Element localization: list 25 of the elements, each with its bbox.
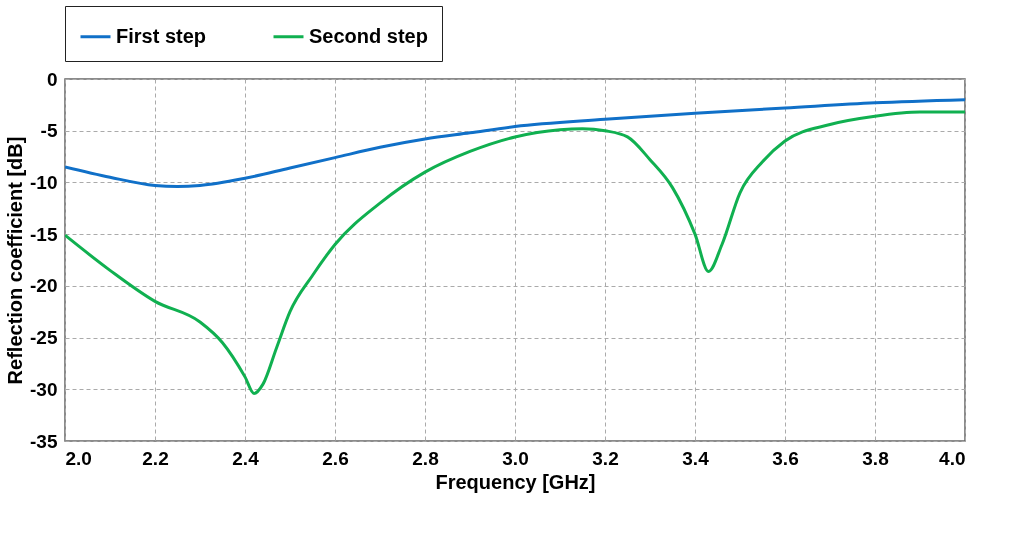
x-tick-label: 4.0 [939, 447, 966, 469]
y-tick-label: -15 [30, 223, 58, 245]
line-series [65, 110, 965, 395]
x-axis-title: Frequency [GHz] [435, 470, 596, 493]
y-tick-label: 0 [46, 68, 58, 90]
x-tick-label: 3.8 [862, 447, 889, 469]
x-tick-label: 3.4 [682, 447, 710, 469]
x-tick-label: 3.2 [592, 447, 619, 469]
x-tick-label: 2.2 [142, 447, 169, 469]
legend-label: Second step [309, 24, 428, 47]
line-series [65, 98, 965, 189]
y-tick-label: -25 [30, 327, 58, 349]
x-tick-label: 3.6 [772, 447, 799, 469]
y-tick-label: -5 [40, 120, 58, 142]
legend-label: First step [116, 24, 207, 47]
y-axis-title: Reflection coefficient [dB] [4, 136, 27, 385]
y-tick-label: -35 [30, 430, 58, 452]
y-tick-label: -20 [30, 275, 58, 297]
y-tick-label: -30 [30, 378, 58, 400]
x-tick-label: 2.6 [322, 447, 349, 469]
x-tick-label: 2.0 [65, 447, 92, 469]
y-tick-label: -10 [30, 171, 58, 193]
x-tick-label: 2.4 [232, 447, 260, 469]
x-tick-label: 2.8 [412, 447, 439, 469]
x-tick-label: 3.0 [502, 447, 529, 469]
